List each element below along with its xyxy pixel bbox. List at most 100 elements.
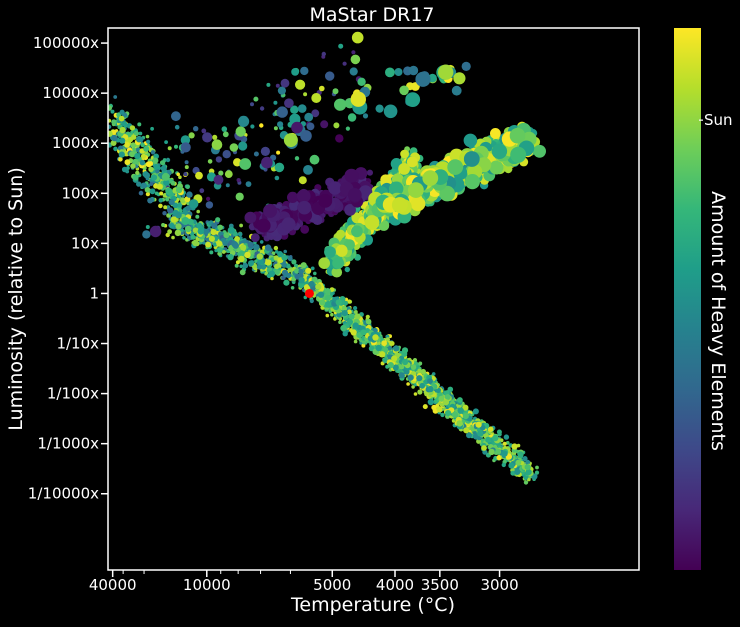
data-point xyxy=(281,269,289,276)
data-point xyxy=(253,151,259,157)
data-point xyxy=(259,106,265,111)
data-point xyxy=(415,71,431,87)
data-point xyxy=(236,178,241,183)
data-point xyxy=(108,118,112,123)
data-point xyxy=(495,448,502,455)
data-point xyxy=(442,399,450,406)
data-point xyxy=(150,150,156,155)
data-point xyxy=(256,253,263,260)
data-point xyxy=(352,322,359,329)
data-point xyxy=(259,240,264,244)
data-point xyxy=(131,142,137,148)
data-point xyxy=(457,407,464,414)
data-point xyxy=(320,120,329,129)
data-point xyxy=(398,163,410,175)
data-point xyxy=(140,182,147,189)
data-point xyxy=(382,347,389,353)
data-point xyxy=(119,137,126,144)
data-point xyxy=(242,262,249,269)
data-point xyxy=(526,477,531,482)
data-point xyxy=(143,145,150,152)
x-tick-label: 3000 xyxy=(480,576,518,594)
data-point xyxy=(439,185,456,202)
data-point xyxy=(274,263,280,270)
data-point xyxy=(135,170,140,176)
data-point xyxy=(482,449,488,455)
data-point xyxy=(510,146,527,163)
data-point xyxy=(174,229,182,237)
data-point xyxy=(418,361,423,366)
data-point xyxy=(110,140,117,146)
data-point xyxy=(165,197,170,202)
data-point xyxy=(137,122,142,127)
data-point xyxy=(360,329,367,336)
data-point xyxy=(238,250,245,257)
data-point xyxy=(496,429,502,435)
data-point xyxy=(517,451,524,458)
data-point xyxy=(217,224,223,231)
data-point xyxy=(212,134,218,140)
data-point xyxy=(451,85,462,96)
data-point xyxy=(451,411,459,418)
data-point xyxy=(247,241,254,248)
data-point xyxy=(209,250,214,255)
data-point xyxy=(165,157,171,163)
data-point xyxy=(234,236,241,242)
data-point xyxy=(250,233,260,243)
data-point xyxy=(338,320,342,325)
data-point xyxy=(303,284,310,291)
data-point xyxy=(372,334,379,341)
data-point xyxy=(303,165,313,175)
data-point xyxy=(353,339,358,344)
data-point xyxy=(142,230,151,239)
data-point xyxy=(181,217,190,225)
data-point xyxy=(488,448,495,456)
data-point xyxy=(535,465,539,470)
data-point xyxy=(163,179,170,186)
data-point xyxy=(211,139,223,150)
data-point xyxy=(171,111,181,122)
data-point xyxy=(457,397,463,403)
data-point xyxy=(260,146,270,156)
data-point xyxy=(342,61,347,66)
data-point xyxy=(321,51,326,57)
data-point xyxy=(177,202,183,208)
data-point xyxy=(295,79,306,90)
data-point xyxy=(309,154,320,165)
data-point xyxy=(341,305,348,312)
data-point xyxy=(227,253,234,261)
data-point xyxy=(306,122,315,131)
data-point xyxy=(281,254,288,261)
data-point xyxy=(402,358,409,366)
x-tick-label: 40000 xyxy=(89,576,137,594)
data-point xyxy=(350,329,357,336)
data-point xyxy=(178,175,182,179)
data-point xyxy=(146,139,151,144)
data-point xyxy=(349,67,358,76)
data-point xyxy=(325,71,335,81)
data-point xyxy=(315,283,322,290)
data-point xyxy=(155,168,160,174)
data-point xyxy=(160,160,166,166)
data-point xyxy=(366,169,373,176)
data-point xyxy=(275,83,280,88)
data-point xyxy=(253,244,260,251)
data-point xyxy=(362,113,369,119)
data-point xyxy=(266,82,271,87)
data-point xyxy=(290,105,299,114)
data-point xyxy=(227,226,235,234)
data-point xyxy=(368,345,375,352)
data-point xyxy=(378,220,390,231)
data-point xyxy=(436,406,443,413)
data-point xyxy=(422,170,439,187)
data-point xyxy=(438,64,454,80)
data-point xyxy=(392,364,399,371)
data-point xyxy=(391,197,408,213)
data-point xyxy=(477,430,484,437)
data-point xyxy=(347,299,352,304)
data-point xyxy=(132,174,139,181)
data-point xyxy=(522,456,528,462)
chart-title: MaStar DR17 xyxy=(309,4,434,26)
data-point xyxy=(164,140,169,145)
data-point xyxy=(260,264,267,270)
